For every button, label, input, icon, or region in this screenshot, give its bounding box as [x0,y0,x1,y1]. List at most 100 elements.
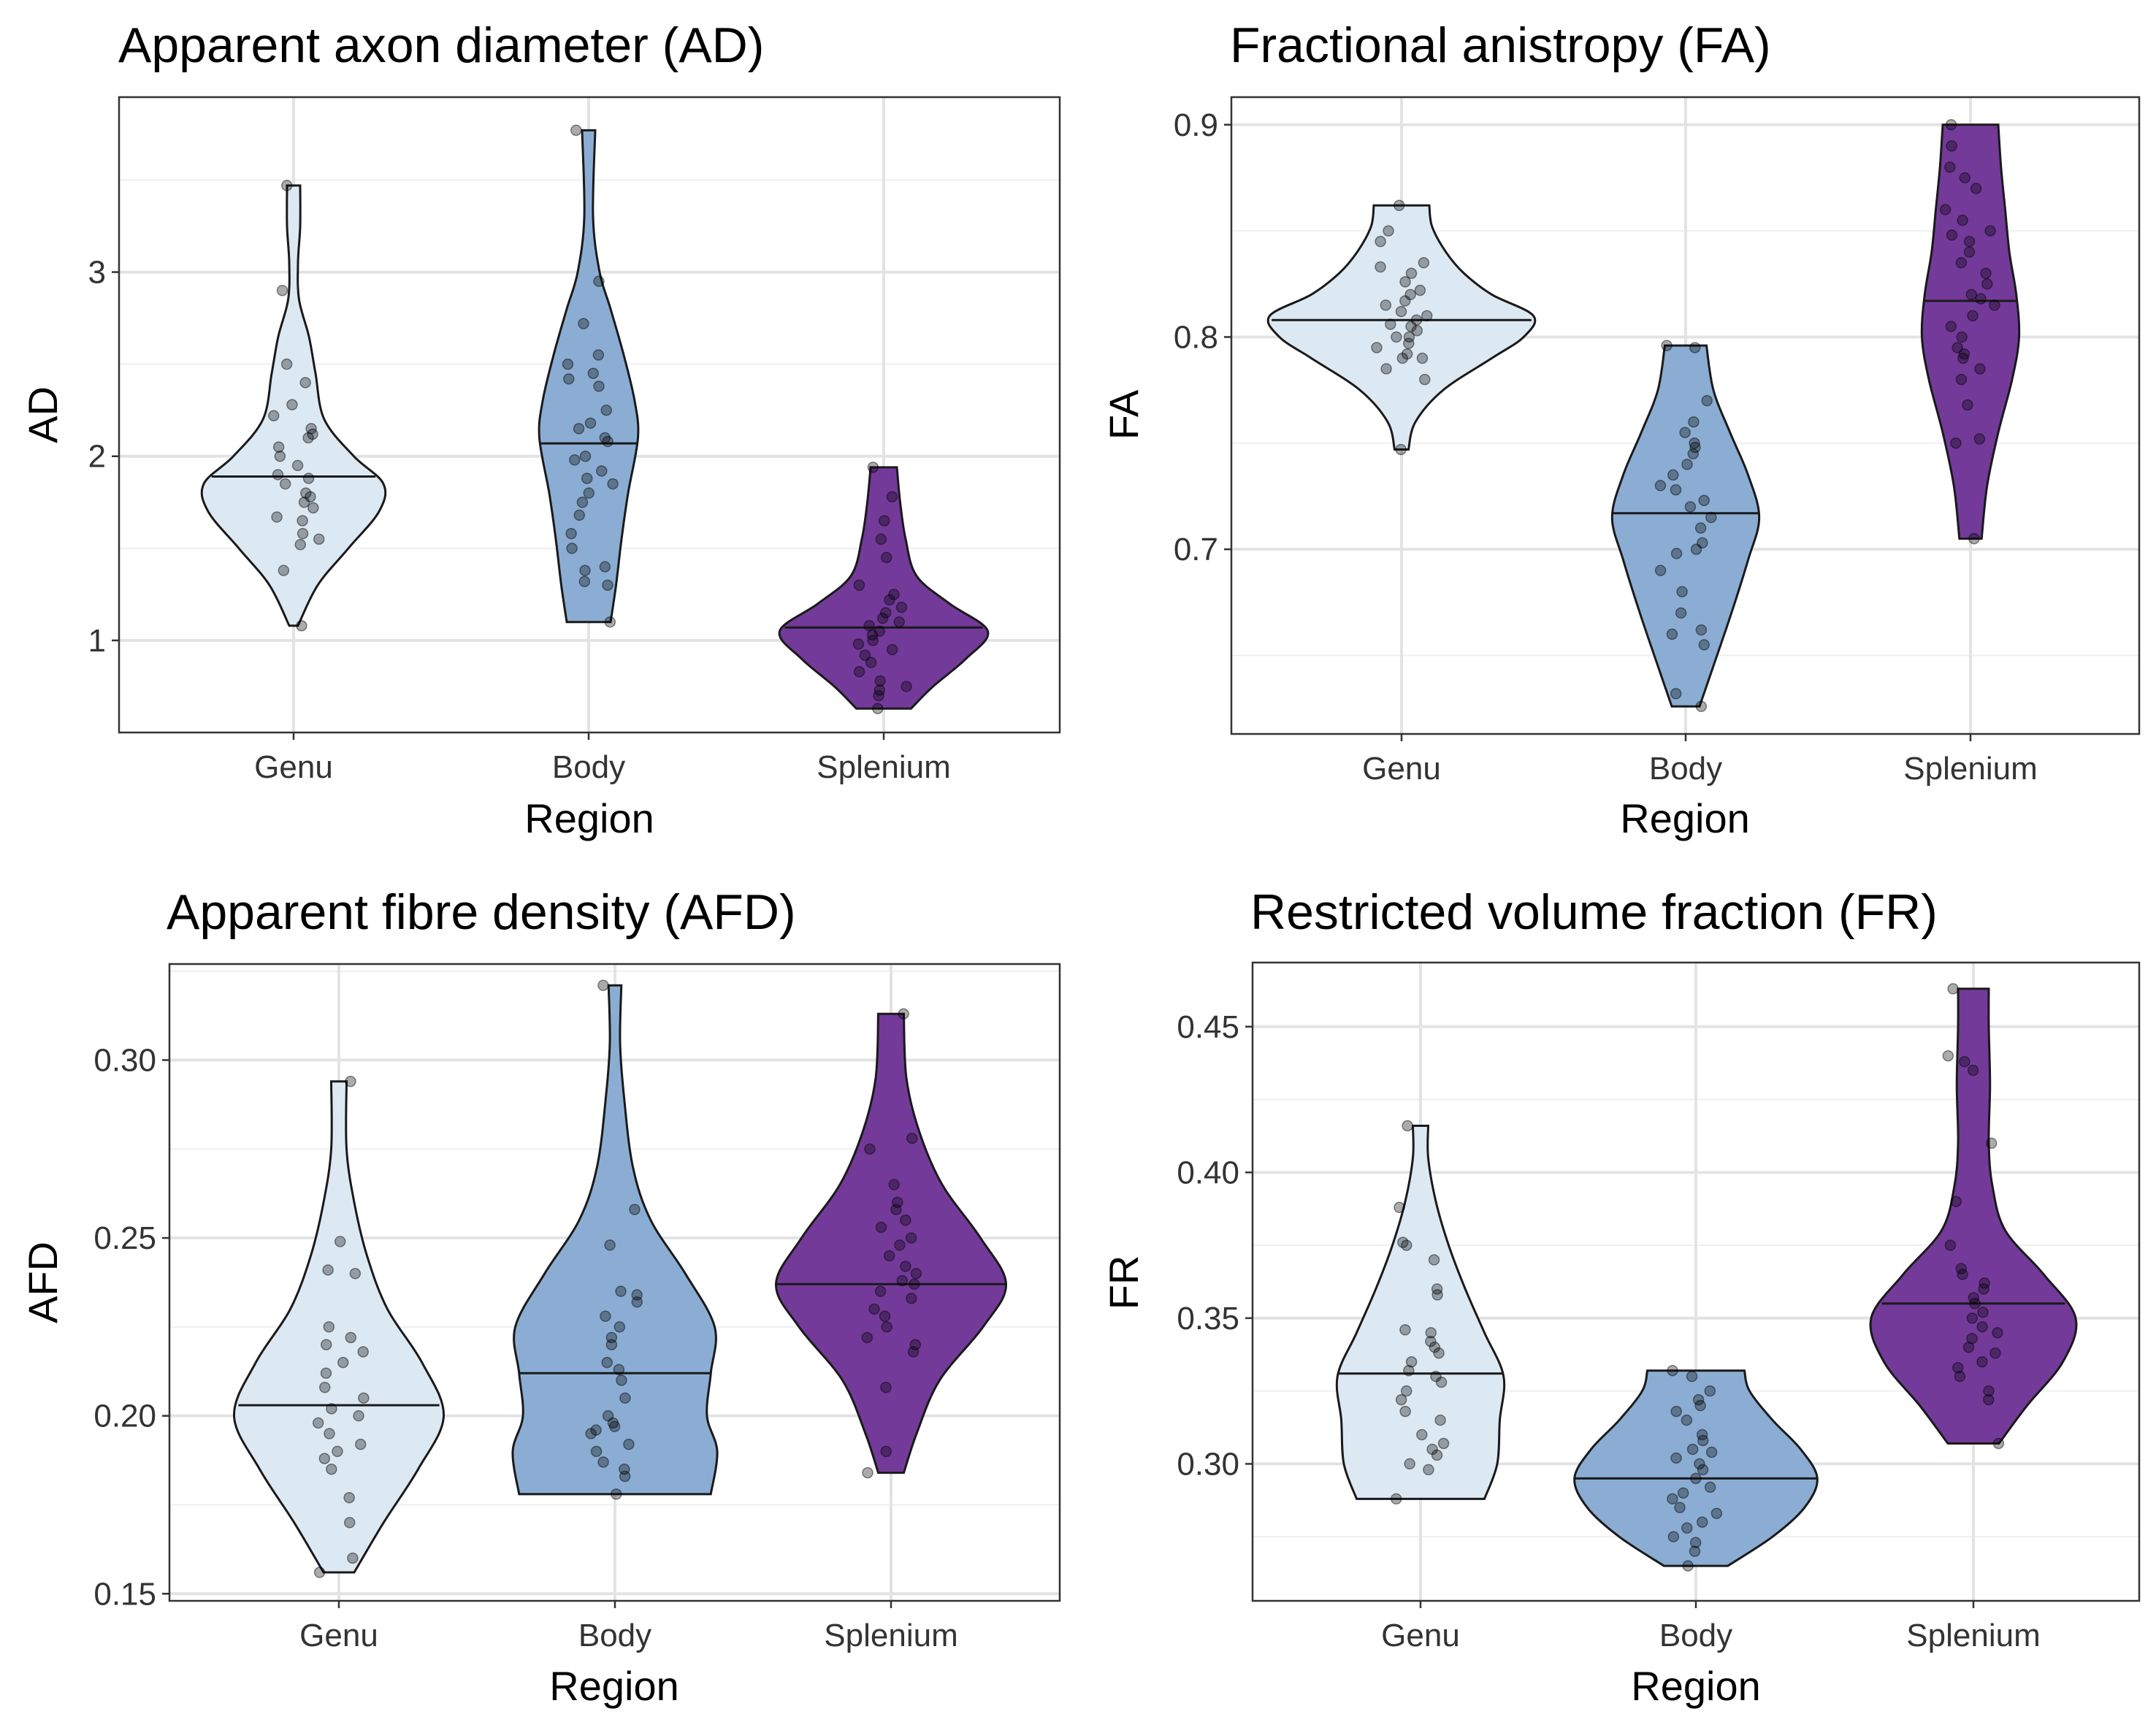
data-point [584,417,597,429]
data-point [298,497,310,508]
data-point [1670,1452,1682,1464]
data-point [1405,321,1417,332]
data-point [1428,1254,1440,1266]
y-tick-label: 0.15 [93,1576,156,1612]
data-point [1380,363,1392,375]
data-point [867,635,879,646]
data-point [1670,548,1683,559]
data-point [1695,624,1708,636]
y-tick-label: 0.8 [1174,319,1218,355]
data-point [1983,1385,1995,1397]
data-point [867,462,879,473]
data-point [873,689,884,702]
data-point [576,497,589,508]
data-point [1399,295,1411,307]
data-point [1690,543,1702,555]
data-points [1391,983,2005,1572]
data-point [278,565,290,576]
data-point [1977,1307,1989,1318]
data-point [868,1303,880,1315]
y-tick-label: 0.20 [93,1399,156,1434]
data-point [602,579,613,592]
data-point [587,367,599,380]
data-point [343,1491,355,1504]
data-point [608,1420,621,1433]
data-point [886,491,898,502]
violin-genu [1266,204,1537,451]
data-point [1675,607,1687,619]
data-point [1670,688,1682,700]
data-point [1952,1361,1964,1374]
panel-fr: Restricted volume fraction (FR) 0.30 0.35… [1101,884,2141,1709]
data-point [1682,1560,1694,1572]
data-point [1414,284,1426,297]
data-point [349,1268,362,1280]
data-point [1419,373,1431,386]
data-point [1393,199,1405,211]
data-point [1981,278,1993,290]
y-tick-label: 0.7 [1174,532,1218,567]
data-point [894,1239,906,1251]
y-tick-label: 1 [88,623,106,659]
data-point [605,1339,618,1351]
data-point [334,1236,346,1247]
data-point [1426,1443,1438,1456]
data-point [294,539,307,551]
data-point [1401,1239,1413,1251]
data-point [859,649,871,661]
data-point [268,410,280,422]
data-point [1667,1493,1678,1505]
data-point [318,1453,331,1464]
data-point [296,619,307,632]
data-point [601,1356,613,1369]
data-point [853,666,865,678]
data-point [599,432,611,444]
data-point [1957,352,1969,364]
data-point [1692,1393,1705,1406]
y-tick-label: 0.35 [1177,1301,1239,1336]
data-point [880,1381,892,1393]
data-point [864,1143,876,1155]
data-point [875,1221,887,1233]
data-point [1694,522,1707,534]
data-point [1967,310,1979,322]
data-point [1974,363,1986,375]
data-point [1416,352,1429,364]
data-point [592,349,605,361]
y-axis-title: AD [20,386,66,443]
data-point [1696,1428,1708,1441]
x-tick-label: Genu [1381,1618,1460,1653]
data-point [1939,204,1952,215]
data-point [1992,1437,2005,1450]
data-point [313,1567,326,1578]
data-point [1705,1446,1718,1458]
data-point [883,1250,895,1262]
data-point [1710,1507,1723,1520]
data-point [1434,1414,1446,1426]
data-point [1404,288,1416,301]
data-point [1689,342,1701,353]
data-point [602,435,613,448]
data-point [888,589,900,600]
data-point [1676,586,1688,598]
y-tick-label: 0.9 [1174,107,1218,143]
data-point [1952,342,1963,353]
data-point [307,428,318,440]
data-point [613,1363,625,1376]
data-point [1944,161,1956,173]
panel-fa: Fractional anistropy (FA) 0.7 0.8 0.9 Genu… [1101,18,2141,841]
data-point [1962,1342,1975,1353]
data-point [1950,1196,1962,1208]
data-point [1405,1355,1418,1368]
data-point [619,1392,631,1404]
data-point [307,502,319,514]
data-point [1970,183,1982,194]
data-point [1674,1502,1686,1514]
data-point [600,404,613,416]
data-point [1399,1324,1411,1336]
y-axis-title: FA [1101,389,1147,440]
data-point [1431,1283,1443,1295]
data-point [1399,276,1411,288]
violins [1335,987,2078,1567]
data-point [280,358,293,370]
